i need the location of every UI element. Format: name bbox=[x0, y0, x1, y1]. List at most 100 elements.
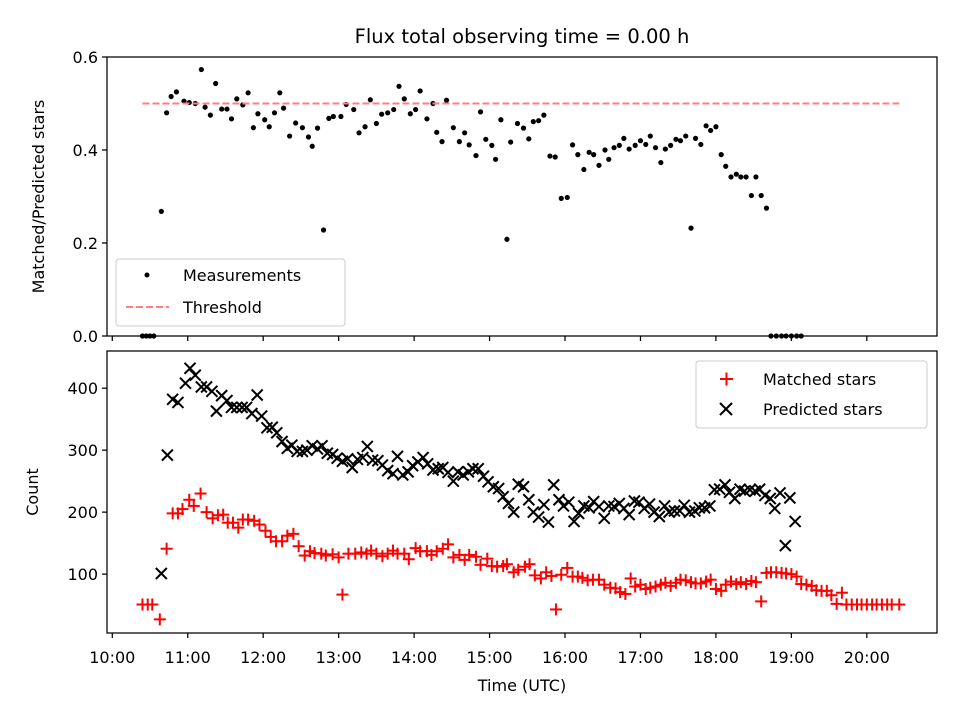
measurement-point bbox=[723, 163, 729, 169]
measurement-point bbox=[692, 135, 699, 141]
matched-star-point bbox=[500, 558, 513, 571]
matched-star-point bbox=[259, 524, 272, 537]
measurement-point bbox=[356, 130, 362, 136]
y-tick-label: 0.6 bbox=[73, 48, 98, 67]
matched-star-point bbox=[200, 506, 213, 519]
predicted-star-point bbox=[788, 515, 802, 528]
measurement-point bbox=[293, 120, 299, 126]
predicted-star-point bbox=[260, 421, 274, 435]
measurement-point bbox=[379, 111, 385, 117]
measurement-point bbox=[514, 120, 521, 127]
matched-star-point bbox=[232, 521, 245, 534]
predicted-star-point bbox=[768, 502, 781, 515]
measurement-point bbox=[708, 127, 714, 134]
matched-star-point bbox=[835, 586, 848, 599]
predicted-star-point bbox=[542, 515, 555, 529]
measurement-point bbox=[385, 110, 391, 116]
predicted-star-point bbox=[622, 508, 636, 521]
predicted-star-point bbox=[547, 478, 560, 492]
predicted-star-point bbox=[537, 498, 551, 511]
predicted-star-point bbox=[220, 394, 234, 407]
matched-star-point bbox=[825, 589, 838, 602]
predicted-star-point bbox=[728, 492, 741, 505]
measurement-point bbox=[492, 156, 499, 162]
matched-star-point bbox=[800, 578, 813, 591]
predicted-star-point bbox=[386, 467, 400, 480]
count-panel-marks bbox=[136, 362, 906, 626]
predicted-star-point bbox=[507, 505, 520, 519]
x-tick-label: 20:00 bbox=[844, 648, 890, 667]
count-panel-ticks: 100 200 300 400 bbox=[67, 379, 868, 638]
predicted-star-point bbox=[230, 401, 243, 414]
ratio-legend-box bbox=[115, 258, 346, 327]
measurement-point bbox=[266, 124, 272, 130]
predicted-star-point bbox=[517, 480, 530, 493]
matched-star-point bbox=[734, 576, 747, 589]
measurement-point bbox=[541, 112, 547, 118]
ratio-y-axis-label: Matched/Predicted stars bbox=[29, 100, 48, 294]
measurement-point bbox=[643, 141, 649, 148]
x-tick-label: 15:00 bbox=[466, 648, 512, 667]
matched-star-point bbox=[319, 549, 332, 562]
matched-star-point bbox=[349, 547, 362, 560]
matched-star-point bbox=[679, 574, 692, 587]
measurement-point bbox=[245, 90, 251, 96]
matched-star-point bbox=[160, 542, 173, 555]
measurement-point bbox=[202, 104, 208, 110]
measurement-point bbox=[668, 142, 674, 148]
measurement-point bbox=[367, 97, 373, 103]
predicted-star-point bbox=[210, 404, 223, 418]
matched-star-point bbox=[598, 578, 611, 591]
predicted-star-point bbox=[275, 435, 289, 448]
measurement-point bbox=[558, 195, 564, 201]
measurement-point bbox=[280, 105, 287, 111]
measurement-point bbox=[683, 133, 689, 139]
measurement-point bbox=[581, 166, 587, 173]
y-tick-label: 100 bbox=[67, 565, 98, 584]
measurement-point bbox=[611, 145, 617, 151]
measurement-point bbox=[173, 89, 180, 95]
measurement-point bbox=[424, 116, 430, 122]
predicted-star-point bbox=[205, 385, 219, 398]
measurement-point bbox=[314, 125, 321, 131]
measurement-point bbox=[262, 117, 268, 123]
x-tick-label: 14:00 bbox=[391, 648, 437, 667]
matched-star-point bbox=[619, 587, 632, 600]
matched-star-point bbox=[276, 535, 289, 548]
predicted-star-point bbox=[502, 497, 515, 510]
x-tick-label: 19:00 bbox=[768, 648, 814, 667]
measurement-point bbox=[547, 153, 553, 159]
measurement-point bbox=[520, 125, 527, 131]
measurement-point bbox=[718, 152, 724, 158]
count-legend: Matched stars Predicted stars bbox=[695, 360, 928, 429]
matched-star-point bbox=[709, 582, 722, 595]
predicted-star-point bbox=[592, 500, 606, 513]
measurement-point bbox=[673, 136, 679, 142]
predicted-star-point bbox=[296, 445, 309, 458]
predicted-star-point bbox=[678, 499, 691, 512]
matched-star-point bbox=[624, 572, 637, 585]
matched-star-point bbox=[545, 569, 558, 582]
measurement-point bbox=[477, 109, 484, 115]
measurement-point bbox=[508, 139, 514, 145]
measurement-point bbox=[758, 192, 764, 199]
predicted-star-point bbox=[161, 448, 174, 462]
matched-star-point bbox=[370, 547, 383, 560]
measurement-point bbox=[443, 97, 450, 103]
measurement-point bbox=[164, 110, 170, 116]
measurement-point bbox=[213, 80, 219, 87]
matched-star-point bbox=[523, 558, 536, 571]
ratio-panel-marks bbox=[139, 66, 900, 339]
legend-matched-label: Matched stars bbox=[763, 370, 876, 389]
measurement-point bbox=[748, 192, 754, 199]
matched-star-point bbox=[447, 551, 460, 564]
measurement-point bbox=[219, 106, 225, 112]
predicted-star-point bbox=[668, 504, 681, 518]
measurement-point bbox=[198, 66, 204, 73]
predicted-star-point bbox=[441, 466, 455, 479]
predicted-star-point bbox=[225, 401, 238, 414]
measurement-point bbox=[733, 171, 739, 177]
matched-star-point bbox=[549, 603, 562, 616]
predicted-star-point bbox=[183, 362, 197, 375]
